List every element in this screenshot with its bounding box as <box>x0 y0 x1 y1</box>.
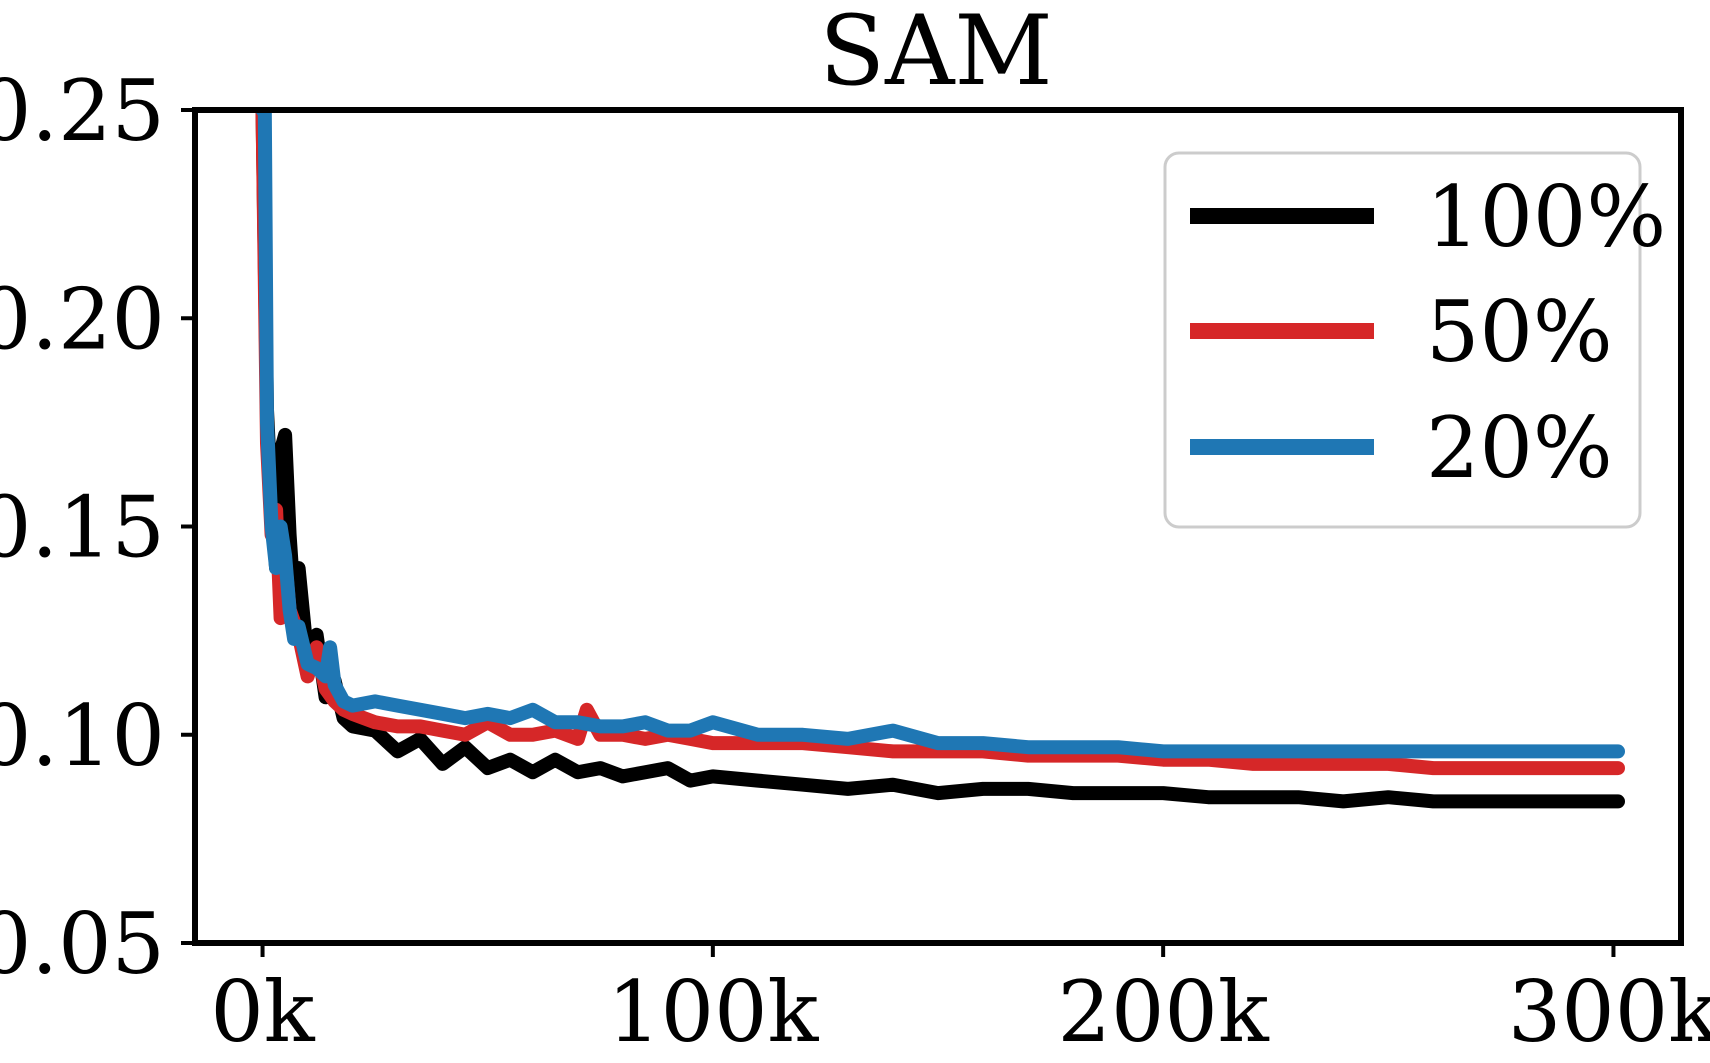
x-tick-label: 0k <box>210 963 315 1061</box>
y-tick-label: 0.05 <box>0 895 165 993</box>
series-lines <box>255 110 1625 809</box>
x-axis: 0k 100k 200k 300k <box>210 943 1710 1061</box>
legend: 100% 50% 20% <box>1163 151 1666 529</box>
y-axis: 0.05 0.10 0.15 0.20 0.25 <box>0 62 195 993</box>
legend-box <box>1163 151 1642 529</box>
x-tick-label: 200k <box>1058 963 1270 1061</box>
legend-label: 50% <box>1426 283 1613 381</box>
legend-label: 100% <box>1426 168 1666 266</box>
chart-title: SAM <box>819 0 1052 107</box>
y-tick-label: 0.10 <box>0 687 165 785</box>
legend-label: 20% <box>1426 399 1613 497</box>
y-tick-label: 0.25 <box>0 62 165 160</box>
x-tick-label: 100k <box>607 963 819 1061</box>
y-tick-label: 0.15 <box>0 479 165 577</box>
series-line-1 <box>255 110 1625 809</box>
x-tick-label: 300k <box>1508 963 1710 1061</box>
y-tick-label: 0.20 <box>0 270 165 368</box>
series-line-3 <box>255 110 1625 759</box>
